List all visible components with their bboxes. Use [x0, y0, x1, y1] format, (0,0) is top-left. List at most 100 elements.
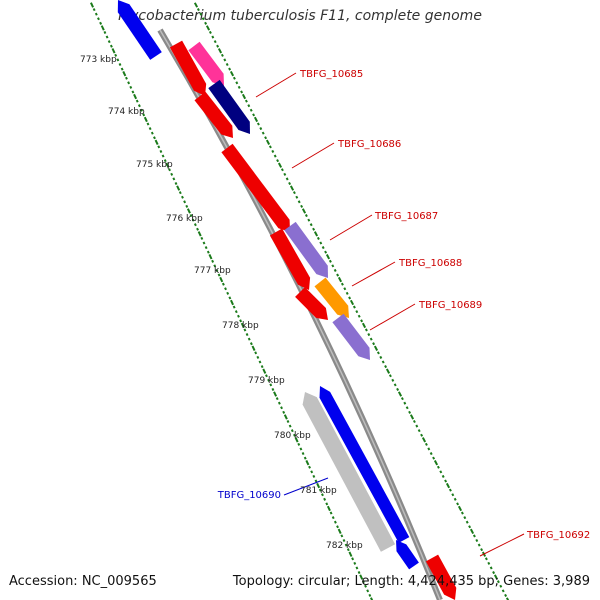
tick-outer	[345, 291, 349, 295]
tick-inner	[305, 460, 310, 466]
gene-feature[interactable]	[284, 221, 328, 278]
tick-outer	[256, 122, 260, 126]
tick-inner	[143, 116, 148, 123]
tick-outer	[312, 227, 316, 231]
gene-label[interactable]: TBFG_10689	[418, 300, 482, 311]
tick-inner	[219, 276, 224, 283]
tick-outer	[489, 566, 493, 570]
gene-label[interactable]: TBFG_10686	[337, 139, 401, 150]
tick-outer	[463, 516, 467, 520]
tick-inner	[280, 406, 283, 410]
map-title: Mycobacterium tuberculosis F11, complete…	[118, 8, 482, 24]
gene-feature[interactable]	[396, 540, 419, 570]
gene-feature[interactable]	[117, 0, 162, 60]
gene-label[interactable]: TBFG_10687	[374, 211, 438, 222]
gene-feature[interactable]	[194, 91, 234, 138]
tick-inner	[197, 231, 202, 237]
gene-feature[interactable]	[221, 143, 290, 232]
tick-outer	[441, 474, 445, 478]
tick-outer	[265, 139, 271, 145]
tick-outer	[324, 250, 328, 254]
tick-outer	[277, 162, 283, 168]
tick-inner	[183, 200, 187, 204]
tick-inner	[290, 429, 294, 433]
tick-inner	[148, 127, 152, 131]
tick-inner	[99, 21, 103, 25]
tick-inner	[196, 227, 199, 231]
tick-outer	[211, 35, 215, 39]
tick-outer	[301, 208, 307, 214]
gene-label[interactable]: TBFG_10692	[526, 530, 590, 541]
tick-inner	[90, 2, 94, 8]
tick-outer	[367, 333, 371, 337]
tick-inner	[366, 589, 370, 593]
tick-inner	[262, 368, 267, 374]
tick-inner	[129, 85, 133, 89]
gene-feature[interactable]	[332, 313, 370, 360]
tick-outer	[280, 168, 284, 172]
tick-outer	[360, 319, 364, 323]
tick-outer	[288, 181, 292, 186]
kbp-label: 778 kbp	[222, 321, 259, 331]
feature-track	[117, 0, 457, 600]
callout-line	[283, 477, 329, 496]
tick-inner	[325, 502, 329, 506]
tick-inner	[260, 365, 264, 369]
tick-inner	[293, 433, 296, 437]
tick-inner	[240, 322, 245, 329]
gene-label[interactable]: TBFG_10690	[217, 490, 281, 501]
tick-inner	[301, 452, 305, 456]
gene-feature[interactable]	[425, 554, 457, 600]
tick-outer	[427, 447, 431, 451]
tick-outer	[457, 505, 463, 512]
gene-feature[interactable]	[314, 277, 350, 318]
tick-inner	[353, 561, 357, 565]
tick-outer	[448, 488, 452, 492]
gene-feature[interactable]	[169, 40, 207, 96]
gene-feature[interactable]	[208, 79, 250, 134]
tick-outer	[400, 397, 404, 401]
gene-label[interactable]: TBFG_10688	[398, 258, 462, 269]
tick-inner	[318, 488, 322, 492]
tick-inner	[226, 291, 230, 295]
tick-outer	[336, 273, 340, 277]
tick-outer	[289, 185, 295, 191]
tick-inner	[92, 8, 96, 12]
tick-inner	[228, 296, 232, 300]
tick-outer	[333, 268, 337, 272]
tick-inner	[154, 139, 159, 145]
tick-outer	[249, 108, 253, 112]
gene-label[interactable]: TBFG_10685	[299, 69, 363, 80]
gene-feature[interactable]	[319, 386, 410, 543]
tick-outer	[403, 401, 407, 405]
genome-summary-text: Topology: circular; Length: 4,424,435 bp…	[232, 574, 590, 589]
tick-outer	[208, 30, 212, 34]
tick-inner	[265, 374, 268, 378]
tick-inner	[116, 58, 120, 62]
kbp-label: 782 kbp	[326, 541, 363, 551]
tick-outer	[204, 21, 208, 25]
gene-feature[interactable]	[269, 228, 311, 291]
kbp-label: 777 kbp	[194, 266, 231, 276]
tick-inner	[283, 414, 288, 420]
tick-inner	[310, 470, 314, 474]
tick-inner	[247, 337, 251, 341]
gene-feature[interactable]	[302, 392, 396, 552]
gene-feature[interactable]	[295, 287, 328, 320]
tick-inner	[333, 520, 337, 524]
tick-inner	[202, 241, 206, 245]
tick-outer	[492, 571, 496, 575]
tick-outer	[247, 104, 251, 108]
tick-inner	[337, 528, 342, 535]
tick-inner	[344, 543, 348, 547]
tick-inner	[271, 387, 275, 391]
gene-feature[interactable]	[188, 41, 224, 86]
tick-outer	[313, 231, 319, 237]
tick-inner	[303, 456, 307, 460]
tick-outer	[229, 70, 235, 77]
tick-inner	[243, 328, 247, 332]
tick-inner	[234, 310, 238, 314]
tick-outer	[348, 296, 352, 300]
tick-outer	[357, 314, 361, 318]
